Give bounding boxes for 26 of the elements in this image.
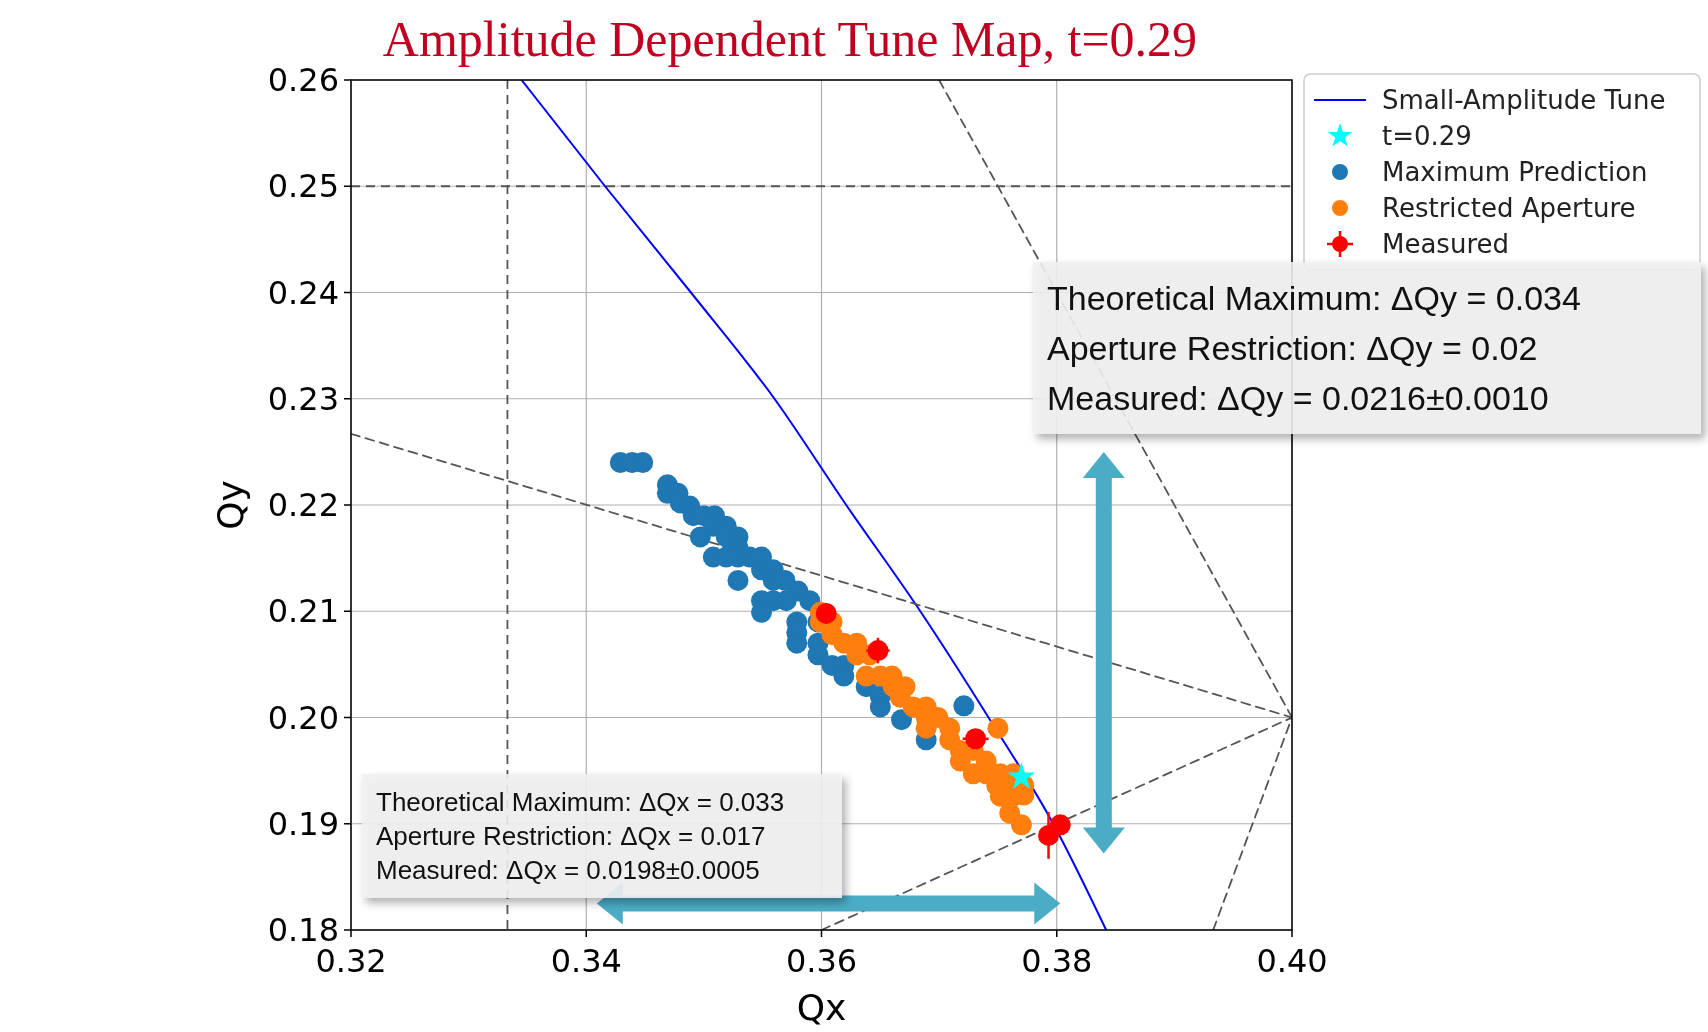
annotation: Measured: ΔQy = 0.0216±0.0010 [1047, 378, 1549, 417]
x-tick-label: 0.38 [1021, 942, 1093, 980]
y-tick-label: 0.23 [267, 379, 339, 418]
y-tick-label: 0.22 [267, 486, 339, 525]
annotation: Theoretical Maximum: ΔQx = 0.033 [376, 787, 785, 818]
legend-label: Maximum Prediction [1382, 157, 1648, 188]
x-tick-label: 0.36 [785, 942, 858, 980]
annotation: Aperture Restriction: ΔQy = 0.02 [1047, 328, 1538, 367]
y-tick-label: 0.24 [267, 273, 339, 312]
legend-label: Small-Amplitude Tune [1382, 85, 1666, 116]
x-tick-label: 0.34 [550, 942, 622, 980]
y-tick-label: 0.21 [267, 592, 339, 631]
x-tick-label: 0.40 [1256, 942, 1328, 980]
y-axis-title: Qy [210, 480, 251, 530]
legend-label: Restricted Aperture [1382, 193, 1636, 224]
annotation: Measured: ΔQx = 0.0198±0.0005 [376, 855, 760, 886]
legend-label: Measured [1382, 229, 1510, 260]
y-tick-label: 0.26 [267, 61, 339, 100]
annotation: Theoretical Maximum: ΔQy = 0.034 [1047, 278, 1581, 317]
annotation: Aperture Restriction: ΔQx = 0.017 [376, 821, 766, 852]
y-tick-label: 0.25 [267, 167, 339, 206]
y-tick-label: 0.20 [267, 698, 339, 737]
y-tick-label: 0.19 [267, 804, 339, 843]
legend-label: t=0.29 [1382, 121, 1472, 152]
chart-title: Amplitude Dependent Tune Map, t=0.29 [382, 11, 1198, 67]
x-axis-title: Qx [796, 987, 847, 1028]
